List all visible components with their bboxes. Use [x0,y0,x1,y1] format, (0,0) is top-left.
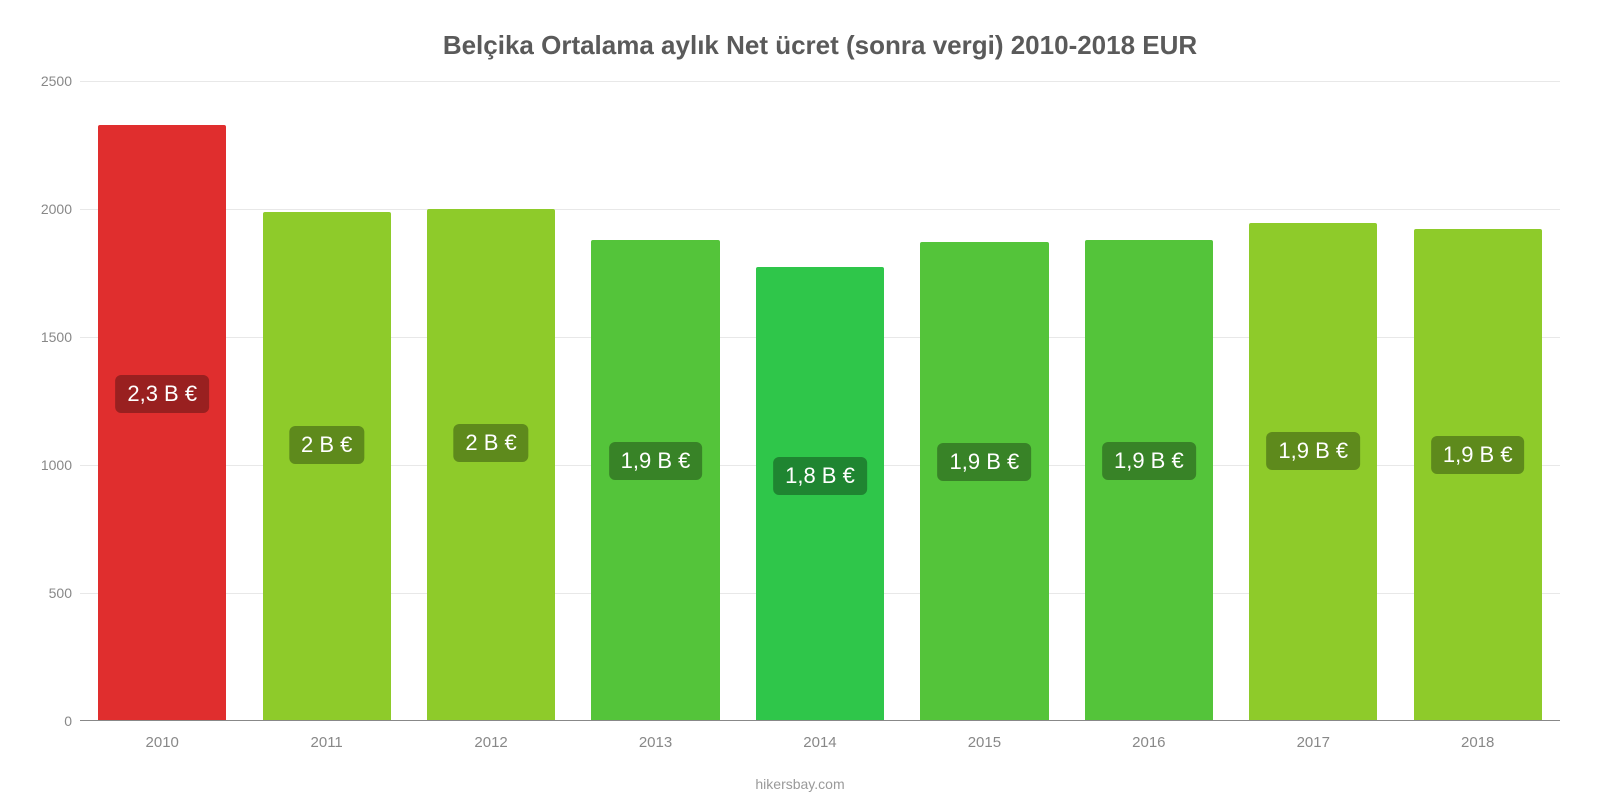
y-tick-label: 1000 [41,457,72,473]
bar: 2 B € [263,212,391,721]
bar-slot: 1,9 B € [1067,81,1231,721]
bar-value-label: 1,8 B € [773,457,867,495]
bar: 1,9 B € [920,242,1048,721]
y-tick-label: 2000 [41,201,72,217]
x-tick-label: 2012 [409,734,573,751]
bar-slot: 2,3 B € [80,81,244,721]
bars-group: 2,3 B € 2 B € 2 B € 1,9 B € 1,8 B € 1,9 B € 1,… [80,81,1560,721]
x-tick-label: 2017 [1231,734,1395,751]
x-tick-label: 2010 [80,734,244,751]
bar: 1,9 B € [591,240,719,721]
x-tick-label: 2014 [738,734,902,751]
bar-value-label: 1,9 B € [1266,432,1360,470]
bar: 1,9 B € [1249,223,1377,721]
x-tick-label: 2018 [1396,734,1560,751]
bar: 1,9 B € [1414,229,1542,721]
bar-slot: 1,9 B € [1231,81,1395,721]
bar-value-label: 2 B € [453,424,528,462]
y-tick-label: 2500 [41,73,72,89]
bar-value-label: 2,3 B € [115,375,209,413]
y-tick-label: 500 [49,585,72,601]
chart-container: Belçika Ortalama aylık Net ücret (sonra … [0,0,1600,800]
bar-slot: 1,9 B € [573,81,737,721]
plot-area: 05001000150020002500 2,3 B €2 B €2 B €1,… [80,81,1560,721]
bar: 1,9 B € [1085,240,1213,721]
x-tick-label: 2013 [573,734,737,751]
bar-slot: 1,8 B € [738,81,902,721]
x-tick-label: 2015 [902,734,1066,751]
bar-value-label: 1,9 B € [1102,442,1196,480]
bar-slot: 1,9 B € [902,81,1066,721]
bar-slot: 2 B € [244,81,408,721]
x-tick-label: 2011 [244,734,408,751]
chart-title: Belçika Ortalama aylık Net ücret (sonra … [80,30,1560,61]
credit-text: hikersbay.com [0,776,1600,792]
bar-slot: 1,9 B € [1396,81,1560,721]
bar: 2 B € [427,209,555,721]
x-axis: 201020112012201320142015201620172018 [80,734,1560,751]
bar: 2,3 B € [98,125,226,721]
y-tick-label: 1500 [41,329,72,345]
x-axis-baseline [80,720,1560,721]
y-axis: 05001000150020002500 [30,81,80,721]
bar: 1,8 B € [756,267,884,721]
bar-value-label: 2 B € [289,426,364,464]
bar-value-label: 1,9 B € [938,443,1032,481]
y-tick-label: 0 [64,713,72,729]
bar-value-label: 1,9 B € [609,442,703,480]
bar-slot: 2 B € [409,81,573,721]
bar-value-label: 1,9 B € [1431,436,1525,474]
x-tick-label: 2016 [1067,734,1231,751]
